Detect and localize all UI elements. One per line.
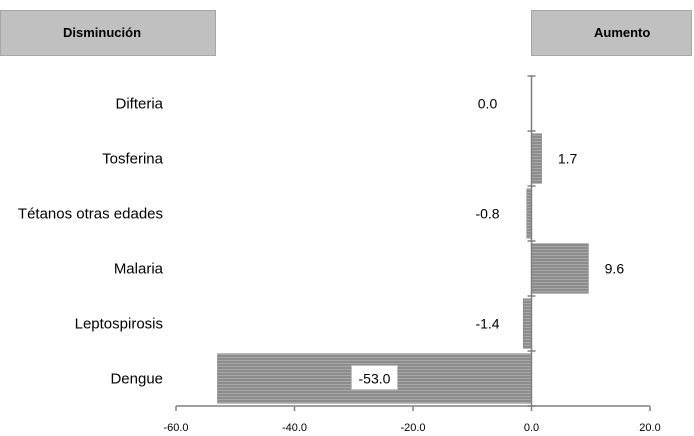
- value-label-box: [350, 365, 398, 390]
- value-label: 1.7: [558, 151, 578, 167]
- category-label: Tétanos otras edades: [18, 206, 163, 223]
- bar: [522, 298, 532, 349]
- category-label: Leptospirosis: [75, 316, 163, 333]
- value-label: -53.0: [359, 371, 391, 387]
- category-label: Dengue: [110, 371, 163, 388]
- value-label: 0.0: [478, 96, 498, 112]
- decrease-header: Disminución: [0, 10, 216, 56]
- value-label: 9.6: [605, 261, 625, 277]
- x-tick-label: 20.0: [639, 422, 660, 434]
- x-tick-label: 0.0: [524, 422, 539, 434]
- decrease-header-label: Disminución: [63, 25, 142, 40]
- increase-header-label: Aumento: [594, 25, 651, 40]
- bar: [531, 243, 589, 294]
- x-tick-label: -20.0: [400, 422, 425, 434]
- value-label: -1.4: [475, 316, 499, 332]
- bar: [531, 133, 542, 184]
- x-tick-label: -40.0: [282, 422, 307, 434]
- category-label: Malaria: [114, 261, 164, 278]
- value-label: -0.8: [475, 206, 499, 222]
- x-tick-label: -60.0: [163, 422, 188, 434]
- increase-header: Aumento: [531, 10, 692, 56]
- category-label: Difteria: [115, 96, 163, 113]
- category-label: Tosferina: [102, 151, 164, 168]
